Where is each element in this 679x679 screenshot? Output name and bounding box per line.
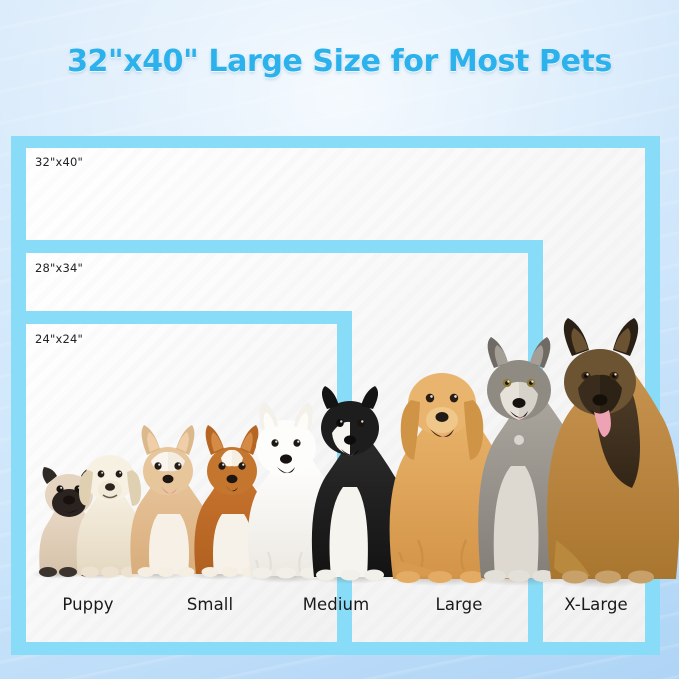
pet-size-label-small: Small [186,595,234,614]
pet-size-label-medium: Medium [302,595,370,614]
pet-size-label-puppy: Puppy [62,595,114,614]
frame-24x24-label: 24"x24" [35,332,84,346]
pet-size-label-large: Large [435,595,483,614]
pet-size-label-xlarge: X-Large [564,595,628,614]
frame-28x34-label: 28"x34" [35,261,84,275]
page-title: 32"x40" Large Size for Most Pets [67,44,612,79]
frame-32x40-label: 32"x40" [35,155,84,169]
